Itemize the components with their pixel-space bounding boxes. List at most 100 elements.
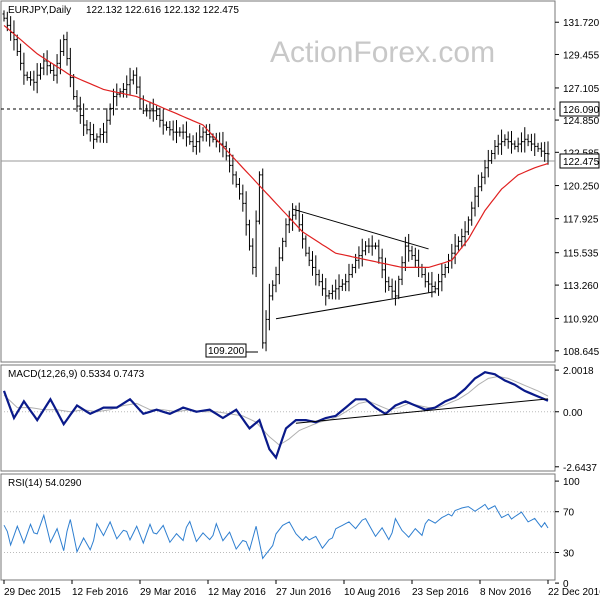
price-bar: [287, 210, 291, 234]
price-bar: [546, 141, 550, 165]
rsi-line: [3, 503, 549, 560]
price-bar: [460, 228, 464, 249]
price-bar: [377, 239, 381, 264]
rsi-pane: 100 70 30 0 RSI(14) 54.0290: [0, 473, 580, 590]
price-bar: [347, 263, 351, 292]
price-bar: [274, 266, 278, 293]
price-bar: [128, 67, 132, 96]
price-bar: [32, 70, 36, 91]
price-axis: 131.720129.455127.105124.850122.585120.2…: [555, 18, 600, 358]
price-bar: [430, 271, 434, 298]
price-bar: [523, 127, 527, 153]
price-bar: [201, 127, 205, 142]
price-bar: [360, 238, 364, 267]
price-bar: [337, 274, 341, 300]
macd-line: [2, 371, 549, 460]
price-chart-title: EURJPY,Daily: [8, 5, 71, 16]
x-axis: 29 Dec 2015 12 Feb 2016 29 Mar 2016 12 May …: [3, 580, 600, 598]
price-bar: [261, 168, 265, 349]
price-bar: [529, 133, 533, 152]
price-bar: [456, 236, 460, 251]
price-bar: [135, 67, 139, 95]
price-tick-label: 129.455: [563, 50, 600, 61]
triangle-upper-trendline: [292, 208, 429, 250]
macd-pane: 2.0018 0.00 -2.6437 MACD(12,26,9) 0.5334 0…: [0, 364, 597, 474]
rsi-gridlines: [1, 511, 555, 553]
price-bar: [52, 64, 56, 81]
price-bar: [427, 272, 431, 293]
price-bar: [350, 263, 354, 278]
x-tick-label: 29 Mar 2016: [140, 587, 197, 598]
resistance-label-box: [559, 101, 600, 117]
x-tick-label: 29 Dec 2015: [4, 587, 61, 598]
price-bar: [364, 241, 368, 256]
rsi-pane-frame: [0, 473, 556, 581]
x-tick-label: 10 Aug 2016: [344, 587, 401, 598]
price-bar: [191, 135, 195, 153]
price-tick-label: 113.260: [563, 281, 599, 292]
price-tick-label: 117.925: [563, 215, 599, 226]
price-bar: [397, 275, 401, 300]
ohlc-readout: 122.132 122.616 122.132 122.475: [86, 5, 239, 16]
rsi-tick-label: 100: [563, 477, 580, 488]
macd-title: MACD(12,26,9) 0.5334 0.7473: [8, 369, 145, 380]
rsi-tick-label: 70: [563, 508, 575, 519]
price-bar: [168, 121, 172, 136]
price-bar: [271, 280, 275, 301]
price-bar: [450, 243, 454, 269]
price-bar: [284, 218, 288, 248]
rsi-title: RSI(14) 54.0290: [8, 478, 82, 489]
price-bar: [45, 50, 49, 76]
price-bar: [178, 127, 182, 137]
macd-trendline: [295, 398, 549, 424]
macd-pane-frame: [0, 364, 556, 472]
triangle-lower-trendline: [275, 291, 436, 320]
price-bar: [473, 186, 477, 217]
price-bar: [320, 273, 324, 296]
price-bar: [317, 269, 321, 287]
price-bar: [108, 103, 112, 125]
price-bar: [400, 256, 404, 286]
price-bar: [198, 124, 202, 153]
price-bar: [496, 134, 500, 155]
resistance-label: 126.090: [563, 105, 600, 116]
price-bar: [204, 124, 208, 142]
price-bar: [184, 121, 188, 147]
price-bar: [105, 108, 109, 144]
price-bar: [344, 273, 348, 292]
price-bar: [148, 101, 152, 120]
price-tick-label: 110.920: [563, 314, 599, 325]
price-bar: [25, 71, 29, 81]
macd-axis: 2.0018 0.00 -2.6437: [555, 366, 597, 474]
price-bar: [111, 88, 115, 116]
price-bar: [208, 123, 212, 147]
watermark: ActionForex.com: [270, 36, 495, 69]
price-bar: [390, 278, 394, 299]
price-bar: [543, 141, 547, 162]
price-bar: [506, 131, 510, 149]
price-tick-label: 120.250: [563, 182, 600, 193]
price-bar: [526, 134, 530, 147]
price-bar: [310, 251, 314, 276]
price-bar: [519, 132, 523, 153]
price-bar: [35, 63, 39, 94]
price-bar: [145, 104, 149, 117]
price-bar: [65, 31, 69, 66]
price-bar: [516, 137, 520, 153]
x-tick-label: 12 Feb 2016: [72, 587, 129, 598]
price-bar: [536, 142, 540, 152]
price-bar: [131, 70, 135, 85]
price-bar: [121, 83, 125, 98]
price-bar: [251, 238, 255, 275]
x-tick-label: 23 Sep 2016: [412, 587, 469, 598]
price-bar: [141, 95, 145, 115]
x-tick-label: 27 Jun 2016: [276, 587, 331, 598]
price-bar: [413, 247, 417, 268]
price-bar: [393, 280, 397, 306]
price-bar: [234, 171, 238, 188]
price-bar: [228, 148, 232, 173]
price-bar: [334, 279, 338, 300]
price-bar: [410, 245, 414, 261]
price-bar: [387, 276, 391, 291]
price-bar: [370, 235, 374, 256]
